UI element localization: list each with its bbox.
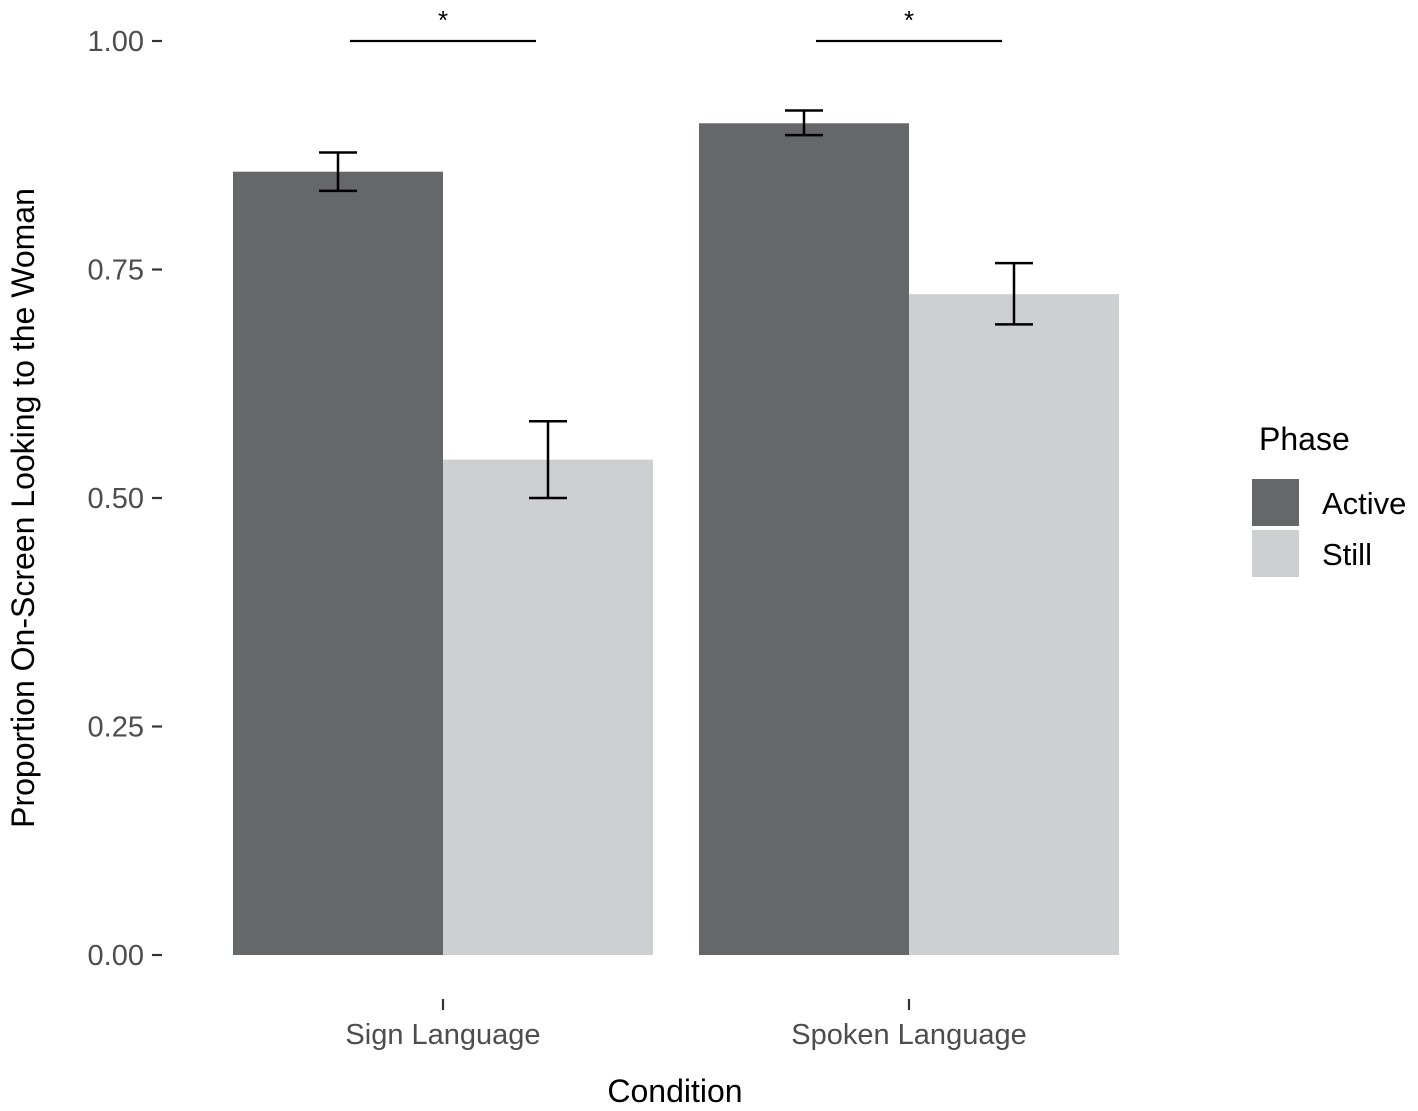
y-tick-label-3: 0.50 [88,483,144,515]
plot-area: * * [233,5,1119,956]
x-axis-title: Condition [607,1073,742,1109]
y-axis: 0.00 0.25 0.50 0.75 1.00 [88,26,162,972]
y-tick-label-2: 0.25 [88,712,144,744]
y-tick-label-4: 0.75 [88,255,144,287]
legend-label-still: Still [1322,537,1372,572]
bar-active-2 [699,123,909,955]
significance-marker-1: * [438,5,448,35]
x-tick-label-1: Sign Language [345,1019,540,1051]
legend: Phase Active Still [1252,421,1406,577]
error-bar-still-1 [529,419,567,500]
bar-still-2 [909,294,1119,956]
error-bar-active-1 [319,151,357,193]
y-tick-label-5: 1.00 [88,26,144,58]
y-tick-label-1: 0.00 [88,940,144,972]
significance-marker-2: * [904,5,914,35]
error-bar-still-2 [995,261,1033,326]
legend-title: Phase [1259,421,1350,457]
error-bar-active-2 [785,109,823,137]
legend-key-still [1252,530,1299,577]
legend-key-active [1252,479,1299,526]
y-axis-title: Proportion On-Screen Looking to the Woma… [5,188,41,828]
x-axis: Sign Language Spoken Language [345,999,1027,1051]
bar-active-1 [233,171,443,955]
x-tick-label-2: Spoken Language [791,1019,1026,1051]
legend-label-active: Active [1322,486,1406,521]
bar-still-1 [443,459,653,955]
